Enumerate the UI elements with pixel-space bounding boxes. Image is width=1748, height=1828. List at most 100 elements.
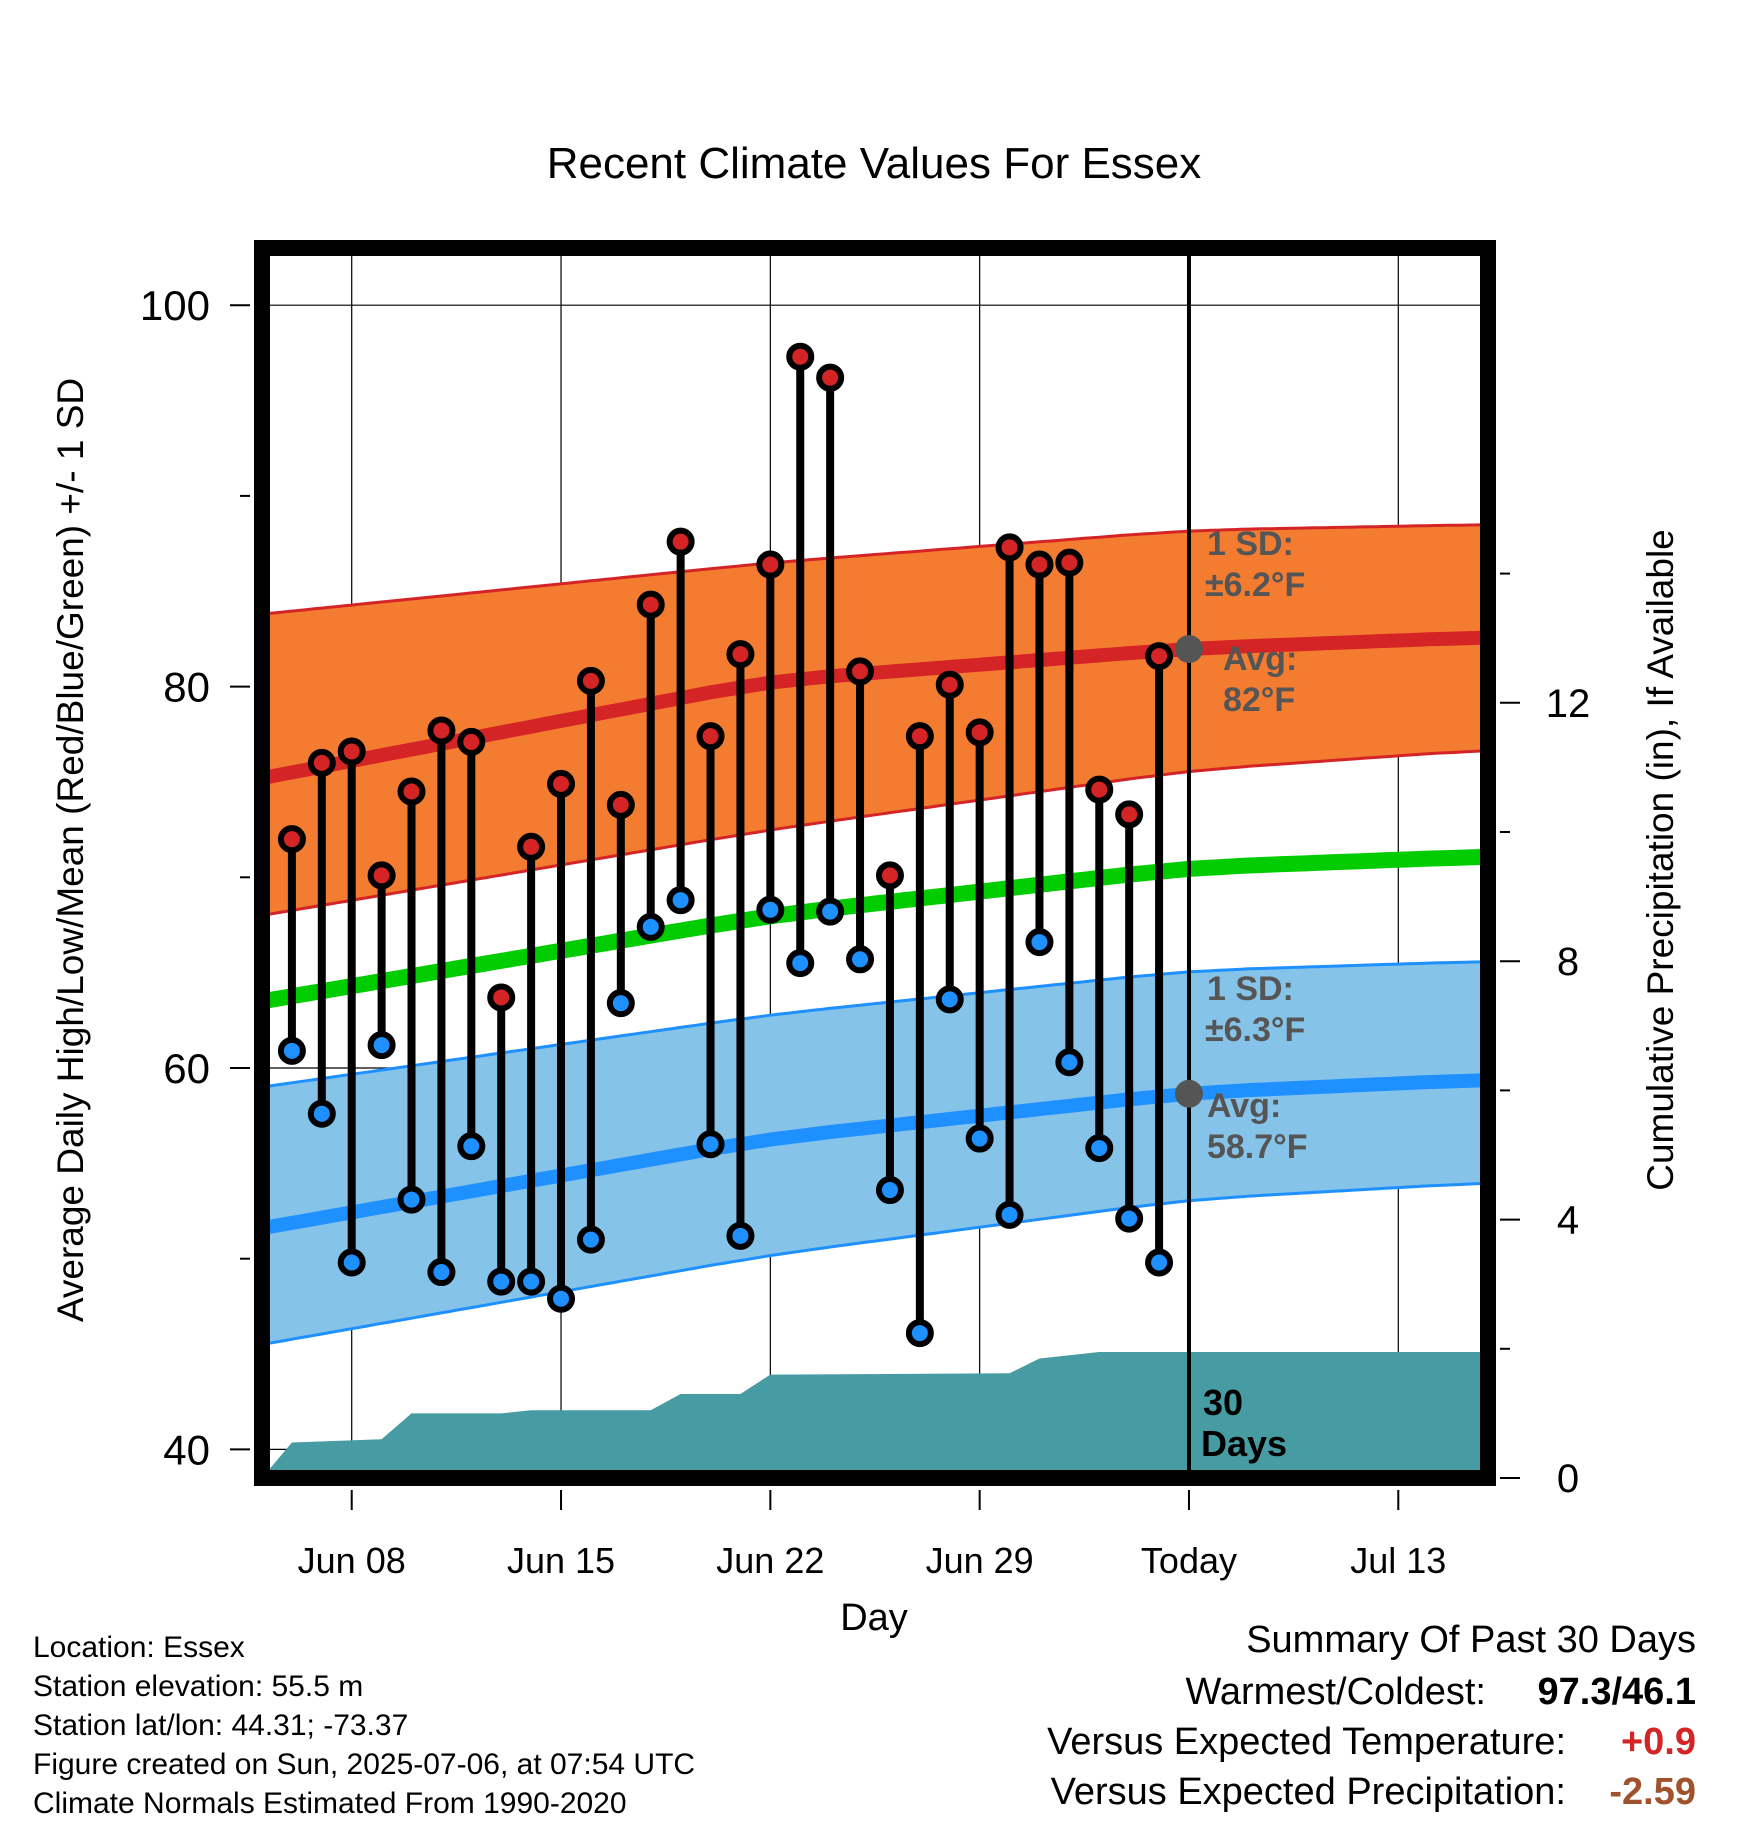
- high-sd-band: [262, 524, 1488, 916]
- y-tick-label: 60: [163, 1045, 210, 1092]
- y2-tick-label: 8: [1557, 940, 1579, 984]
- daily-high-point: [1085, 775, 1114, 804]
- high-sd-upper-line: [261, 523, 1489, 616]
- daily-low-point: [786, 949, 815, 978]
- y2-tick-label: 0: [1557, 1457, 1579, 1501]
- y2-tick-label: 4: [1557, 1199, 1579, 1243]
- low-sd-value: ±6.3°F: [1205, 1011, 1305, 1049]
- y2-tick-label: 12: [1546, 682, 1591, 726]
- daily-high-point: [726, 640, 755, 669]
- avg-high-marker: [1174, 635, 1203, 664]
- summary-temp-label: Versus Expected Temperature:: [1047, 1721, 1566, 1763]
- y-tick-label: 40: [163, 1426, 210, 1473]
- daily-low-point: [905, 1319, 934, 1348]
- precipitation-fill: [262, 1352, 1488, 1478]
- daily-high-point: [427, 716, 456, 745]
- daily-low-point: [277, 1036, 306, 1065]
- avg-low-line: [260, 1073, 1489, 1236]
- footer-normals: Climate Normals Estimated From 1990-2020: [33, 1787, 627, 1820]
- daily-low-point: [666, 886, 695, 915]
- daily-high-point: [666, 527, 695, 556]
- daily-high-point: [636, 590, 665, 619]
- daily-high-point: [846, 657, 875, 686]
- days-label-number: 30: [1203, 1382, 1243, 1423]
- low-sd-upper-line: [261, 960, 1489, 1089]
- summary-heading: Summary Of Past 30 Days: [1246, 1619, 1696, 1661]
- x-tick-label: Jun 29: [926, 1540, 1034, 1581]
- precipitation-area: [262, 1352, 1488, 1478]
- daily-low-point: [816, 897, 845, 926]
- daily-low-point: [307, 1099, 336, 1128]
- daily-high-point: [1145, 642, 1174, 671]
- daily-high-point: [517, 832, 546, 861]
- daily-high-point: [337, 737, 366, 766]
- daily-low-point: [846, 945, 875, 974]
- avg-low-marker: [1174, 1079, 1203, 1108]
- daily-high-point: [935, 670, 964, 699]
- axis-ticks: Jun 08 Jun 15 Jun 22 Jun 29 Today Jul 13 100 8 0…: [140, 282, 1590, 1581]
- daily-high-point: [487, 983, 516, 1012]
- summary-precip-label: Versus Expected Precipitation:: [1050, 1771, 1566, 1813]
- daily-high-point: [397, 777, 426, 806]
- daily-range-bars: [277, 342, 1174, 1348]
- daily-high-point: [606, 790, 635, 819]
- daily-low-point: [517, 1267, 546, 1296]
- footer-latlon: Station lat/lon: 44.31; -73.37: [33, 1709, 409, 1742]
- daily-low-point: [726, 1221, 755, 1250]
- x-tick-label: Jun 15: [507, 1540, 615, 1581]
- daily-low-point: [965, 1124, 994, 1153]
- daily-high-point: [457, 727, 486, 756]
- footer-elevation: Station elevation: 55.5 m: [33, 1670, 364, 1703]
- avg-mean-line: [260, 848, 1489, 1010]
- daily-high-point: [786, 342, 815, 371]
- plot-frame: [254, 240, 1496, 1486]
- daily-low-point: [1085, 1134, 1114, 1163]
- daily-low-point: [636, 912, 665, 941]
- summary-precip-value: -2.59: [1609, 1771, 1696, 1813]
- daily-low-point: [1025, 928, 1054, 957]
- plot-border: [254, 240, 1496, 1486]
- daily-low-point: [606, 989, 635, 1018]
- daily-low-point: [397, 1185, 426, 1214]
- daily-high-point: [1025, 550, 1054, 579]
- daily-high-point: [816, 363, 845, 392]
- x-tick-label: Today: [1141, 1540, 1237, 1581]
- x-tick-label: Jun 22: [716, 1540, 824, 1581]
- daily-low-point: [337, 1248, 366, 1277]
- high-sd-lower-line: [261, 749, 1489, 917]
- low-sd-label: 1 SD:: [1207, 970, 1294, 1008]
- daily-high-point: [995, 533, 1024, 562]
- daily-low-point: [756, 895, 785, 924]
- low-avg-value: 58.7°F: [1207, 1128, 1308, 1166]
- x-tick-label: Jul 13: [1350, 1540, 1446, 1581]
- daily-high-point: [1055, 548, 1084, 577]
- high-avg-label: Avg:: [1223, 640, 1297, 678]
- days-label-text: Days: [1201, 1423, 1287, 1464]
- y-tick-label: 100: [140, 282, 210, 329]
- daily-low-point: [367, 1031, 396, 1060]
- daily-high-point: [875, 861, 904, 890]
- daily-high-point: [696, 722, 725, 751]
- daily-high-point: [576, 666, 605, 695]
- daily-high-point: [547, 769, 576, 798]
- daily-high-point: [1115, 800, 1144, 829]
- x-tick-label: Jun 08: [298, 1540, 406, 1581]
- footer-created: Figure created on Sun, 2025-07-06, at 07…: [33, 1748, 696, 1781]
- daily-low-point: [935, 985, 964, 1014]
- daily-low-point: [487, 1267, 516, 1296]
- daily-high-point: [756, 550, 785, 579]
- high-avg-value: 82°F: [1223, 681, 1295, 719]
- daily-low-point: [547, 1284, 576, 1313]
- footer-location: Location: Essex: [33, 1631, 245, 1664]
- low-sd-lower-line: [261, 1181, 1489, 1346]
- daily-low-point: [427, 1258, 456, 1287]
- x-axis-label: Day: [840, 1597, 908, 1639]
- daily-low-point: [1145, 1248, 1174, 1277]
- summary-warm-cold-label: Warmest/Coldest:: [1185, 1671, 1486, 1713]
- daily-high-point: [277, 825, 306, 854]
- summary-temp-value: +0.9: [1620, 1721, 1696, 1763]
- high-sd-value: ±6.2°F: [1205, 566, 1305, 604]
- normal-bands: [260, 523, 1489, 1346]
